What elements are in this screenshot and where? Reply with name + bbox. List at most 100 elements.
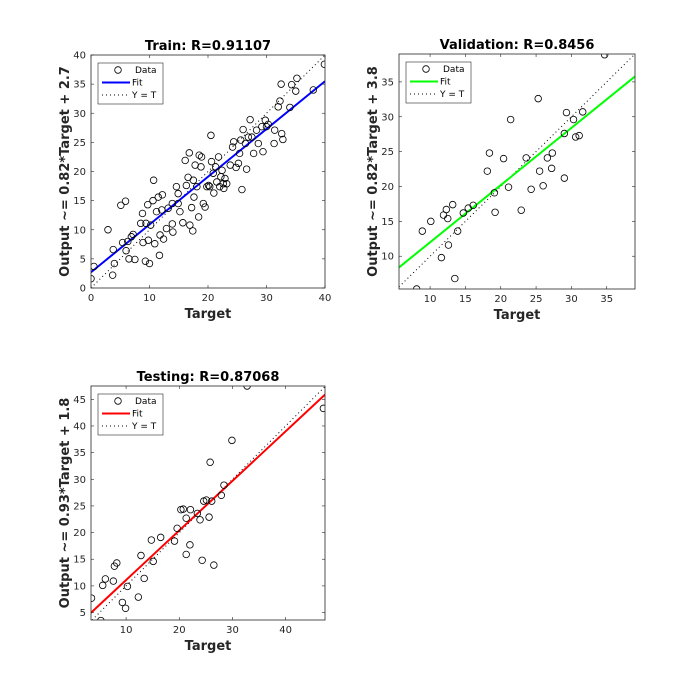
- data-point: [235, 149, 244, 158]
- data-point: [560, 129, 569, 138]
- data-point: [569, 115, 578, 124]
- data-point: [131, 255, 139, 264]
- data-point: [98, 581, 107, 590]
- legend-label-data: Data: [135, 66, 157, 76]
- data-point: [197, 163, 205, 171]
- data-point: [220, 481, 228, 489]
- data-point: [121, 197, 130, 205]
- data-point: [442, 205, 451, 214]
- chart-title: Validation: R=0.8456: [440, 38, 595, 53]
- data-point: [91, 262, 98, 271]
- data-point: [579, 108, 587, 116]
- x-tick-label: 20: [202, 293, 215, 304]
- y-tick-label: 30: [73, 109, 86, 120]
- y-tick-label: 45: [73, 395, 86, 406]
- data-point: [244, 133, 253, 141]
- y-tick-label: 20: [73, 167, 86, 178]
- data-point: [210, 561, 218, 569]
- data-point: [277, 80, 285, 88]
- data-point: [118, 598, 127, 607]
- data-point: [252, 126, 261, 134]
- data-point: [182, 181, 191, 190]
- x-tick-label: 20: [173, 625, 186, 636]
- data-point: [144, 201, 152, 209]
- data-point: [264, 120, 272, 129]
- data-point: [149, 557, 157, 566]
- y-tick-label: 35: [381, 77, 394, 88]
- data-point: [418, 227, 427, 235]
- x-tick-label: 25: [530, 294, 543, 305]
- data-point: [155, 251, 164, 260]
- data-point: [194, 213, 203, 221]
- x-tick-label: 40: [279, 625, 292, 636]
- plot-content: [91, 55, 325, 288]
- data-point: [237, 136, 245, 144]
- data-point: [127, 233, 136, 241]
- axes-1: 10 15 20 25 30 35 10 15 20 25 30 35 Validation: R=0.…: [366, 38, 636, 323]
- data-point: [276, 97, 284, 105]
- y-tick-label: 10: [73, 225, 86, 236]
- x-tick-label: 35: [600, 294, 613, 305]
- data-point: [203, 182, 211, 191]
- data-point: [172, 182, 181, 191]
- data-point: [490, 189, 499, 197]
- data-point: [198, 556, 206, 565]
- x-tick-label: 20: [494, 294, 507, 305]
- data-point: [571, 133, 580, 141]
- legend-box: [97, 62, 164, 105]
- legend-label-fit: Fit: [132, 79, 143, 89]
- data-point: [228, 436, 236, 445]
- legend-box: [405, 61, 472, 104]
- data-point: [124, 237, 132, 246]
- x-tick-label: 0: [88, 293, 94, 304]
- data-point: [547, 164, 556, 173]
- data-point: [278, 129, 286, 138]
- fit-line: [399, 75, 635, 269]
- x-tick-label: 10: [120, 625, 133, 636]
- data-point: [101, 575, 110, 583]
- data-point: [137, 551, 145, 560]
- legend-label-data: Data: [443, 65, 465, 75]
- data-point: [483, 167, 492, 175]
- data-point: [204, 181, 213, 190]
- data-point: [292, 87, 300, 95]
- data-point: [129, 230, 137, 239]
- data-point: [207, 131, 215, 140]
- data-point: [241, 139, 250, 148]
- data-point: [232, 163, 240, 172]
- data-point: [164, 204, 172, 212]
- data-point: [118, 238, 127, 247]
- x-tick-label: 30: [226, 625, 239, 636]
- y-tick-label: 35: [73, 448, 86, 459]
- plot-content: [91, 386, 325, 620]
- x-axis-label: Target: [185, 307, 232, 322]
- data-point: [279, 135, 287, 144]
- data-point: [259, 147, 267, 156]
- legend-label-fit: Fit: [132, 410, 143, 420]
- data-point: [451, 274, 459, 283]
- data-point: [149, 176, 158, 184]
- data-point: [427, 217, 435, 226]
- axes-2: 10 20 30 40 5 10 15 20 25 30 35 40 45 Testing: R=0.87…: [58, 370, 326, 654]
- y-axis-label: Output ~= 0.93*Target + 1.8: [58, 398, 73, 609]
- data-point: [138, 209, 147, 218]
- data-point: [108, 271, 117, 279]
- data-point: [319, 404, 325, 413]
- y-tick-label: 30: [381, 112, 394, 123]
- legend-label-data: Data: [135, 397, 157, 407]
- data-point: [242, 165, 251, 173]
- axes-frame: [398, 53, 636, 290]
- data-point: [199, 199, 208, 208]
- data-point: [534, 94, 542, 103]
- data-point: [195, 151, 203, 159]
- y-tick-label: 5: [80, 608, 86, 619]
- data-point: [286, 103, 294, 112]
- data-point: [193, 509, 202, 518]
- y-tick-label: 15: [381, 217, 394, 228]
- data-point: [309, 86, 317, 94]
- data-point: [543, 154, 552, 162]
- data-point: [193, 182, 201, 191]
- data-point: [121, 604, 130, 612]
- data-point: [146, 221, 155, 229]
- data-point: [110, 259, 119, 268]
